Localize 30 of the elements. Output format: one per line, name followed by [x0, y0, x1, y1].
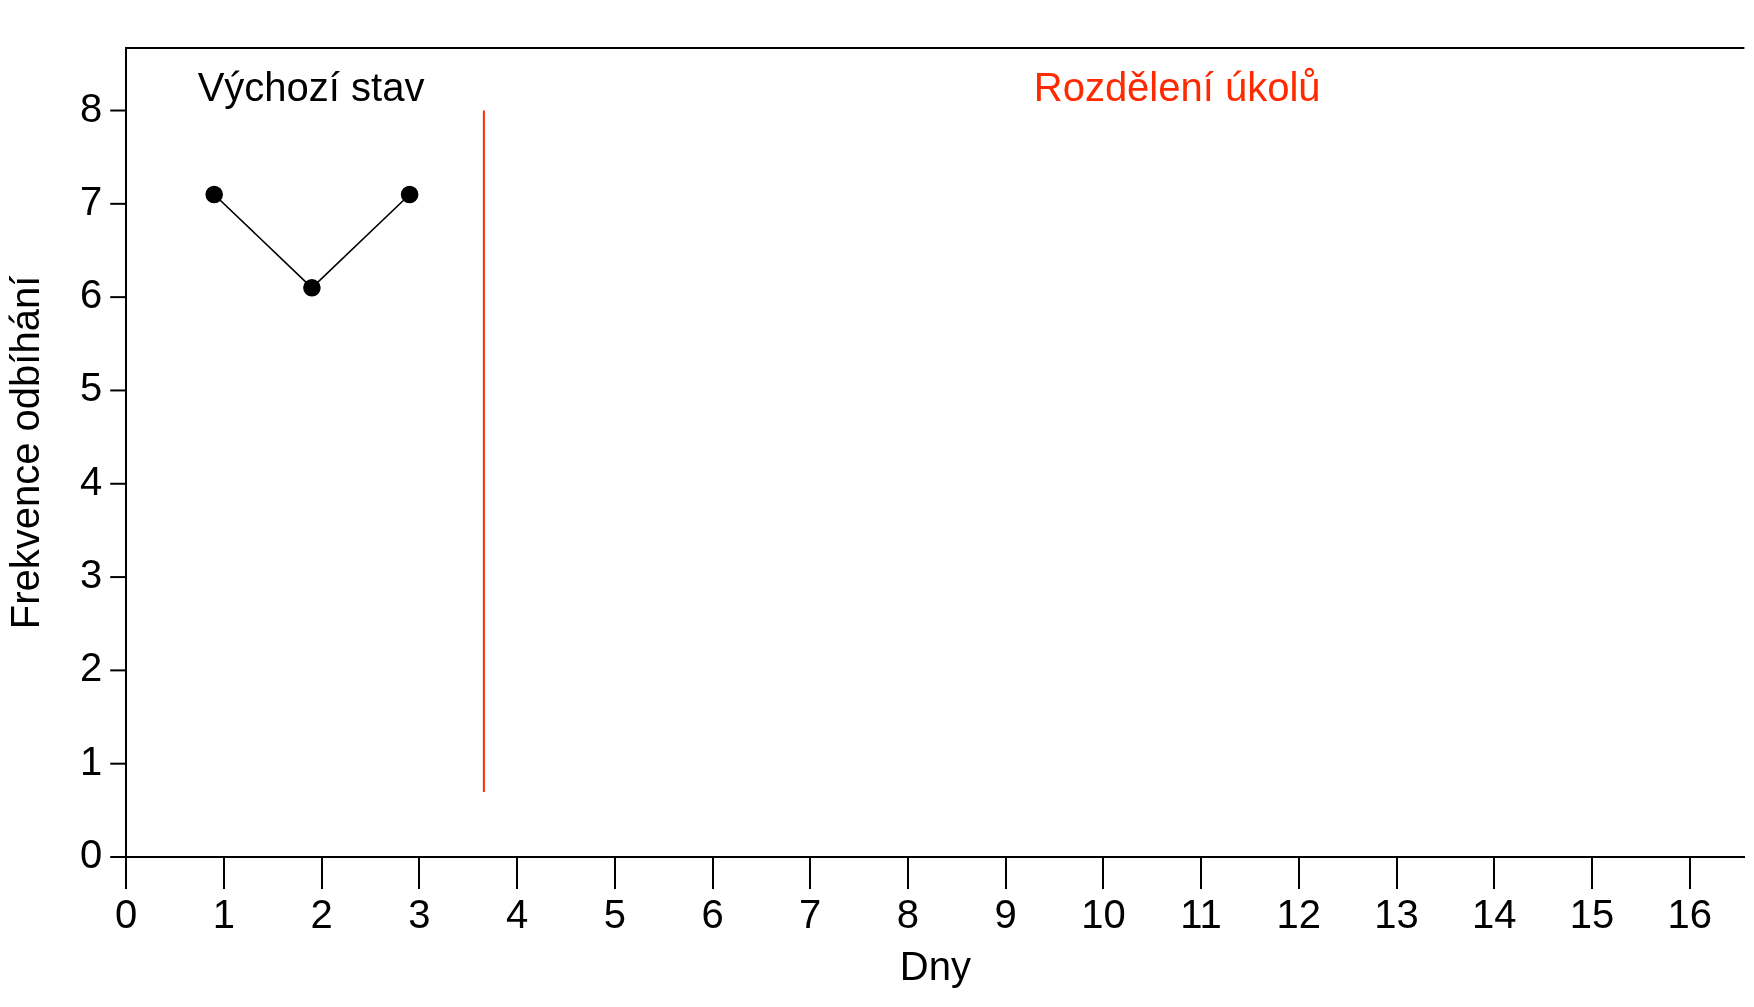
y-axis-title: Frekvence odbíhání [3, 275, 48, 630]
y-tick-label: 3 [80, 552, 103, 597]
y-tick-label: 1 [80, 738, 103, 783]
x-tick-label: 14 [1472, 892, 1517, 937]
ref-line-label: Rozdělení úkolů [1033, 65, 1321, 110]
x-axis-title: Dny [899, 944, 971, 989]
x-tick-label: 0 [115, 892, 138, 937]
x-tick-label: 16 [1667, 892, 1712, 937]
x-tick-label: 11 [1180, 892, 1222, 937]
x-tick-label: 13 [1374, 892, 1419, 937]
x-tick-label: 1 [212, 892, 236, 937]
x-tick-label: 12 [1276, 892, 1322, 937]
x-tick-label: 4 [505, 892, 529, 937]
x-tick-label: 5 [603, 892, 626, 937]
x-tick-label: 3 [408, 892, 431, 937]
y-tick-label: 0 [80, 832, 103, 877]
x-tick-label: 6 [701, 892, 724, 937]
y-tick-label: 7 [80, 178, 103, 223]
x-tick-label: 15 [1569, 892, 1615, 937]
x-tick-label: 7 [799, 892, 822, 937]
x-tick-label: 2 [310, 892, 333, 937]
x-tick-label: 8 [896, 892, 920, 937]
y-tick-label: 2 [80, 645, 103, 690]
x-tick-label: 10 [1081, 892, 1126, 937]
y-tick-label: 4 [80, 458, 103, 503]
annotation: Výchozí stav [197, 65, 425, 110]
y-tick-label: 6 [80, 272, 103, 317]
y-tick-label: 8 [80, 85, 103, 130]
x-tick-label: 9 [994, 892, 1017, 937]
y-tick-label: 5 [80, 365, 103, 410]
